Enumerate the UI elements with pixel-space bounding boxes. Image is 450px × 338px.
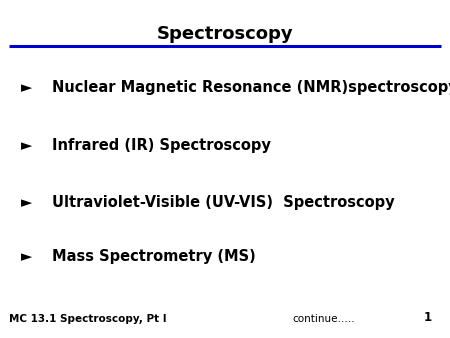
Text: Ultraviolet-Visible (UV-VIS)  Spectroscopy: Ultraviolet-Visible (UV-VIS) Spectroscop…: [52, 195, 394, 210]
Text: Spectroscopy: Spectroscopy: [157, 25, 293, 43]
Text: ►: ►: [22, 138, 32, 153]
Text: 1: 1: [424, 312, 432, 324]
Text: MC 13.1 Spectroscopy, Pt I: MC 13.1 Spectroscopy, Pt I: [9, 314, 166, 324]
Text: Mass Spectrometry (MS): Mass Spectrometry (MS): [52, 249, 256, 264]
Text: continue…..: continue…..: [292, 314, 355, 324]
Text: Infrared (IR) Spectroscopy: Infrared (IR) Spectroscopy: [52, 138, 270, 153]
Text: ►: ►: [22, 80, 32, 95]
Text: ►: ►: [22, 195, 32, 210]
Text: ►: ►: [22, 249, 32, 264]
Text: Nuclear Magnetic Resonance (NMR)spectroscopy: Nuclear Magnetic Resonance (NMR)spectros…: [52, 80, 450, 95]
